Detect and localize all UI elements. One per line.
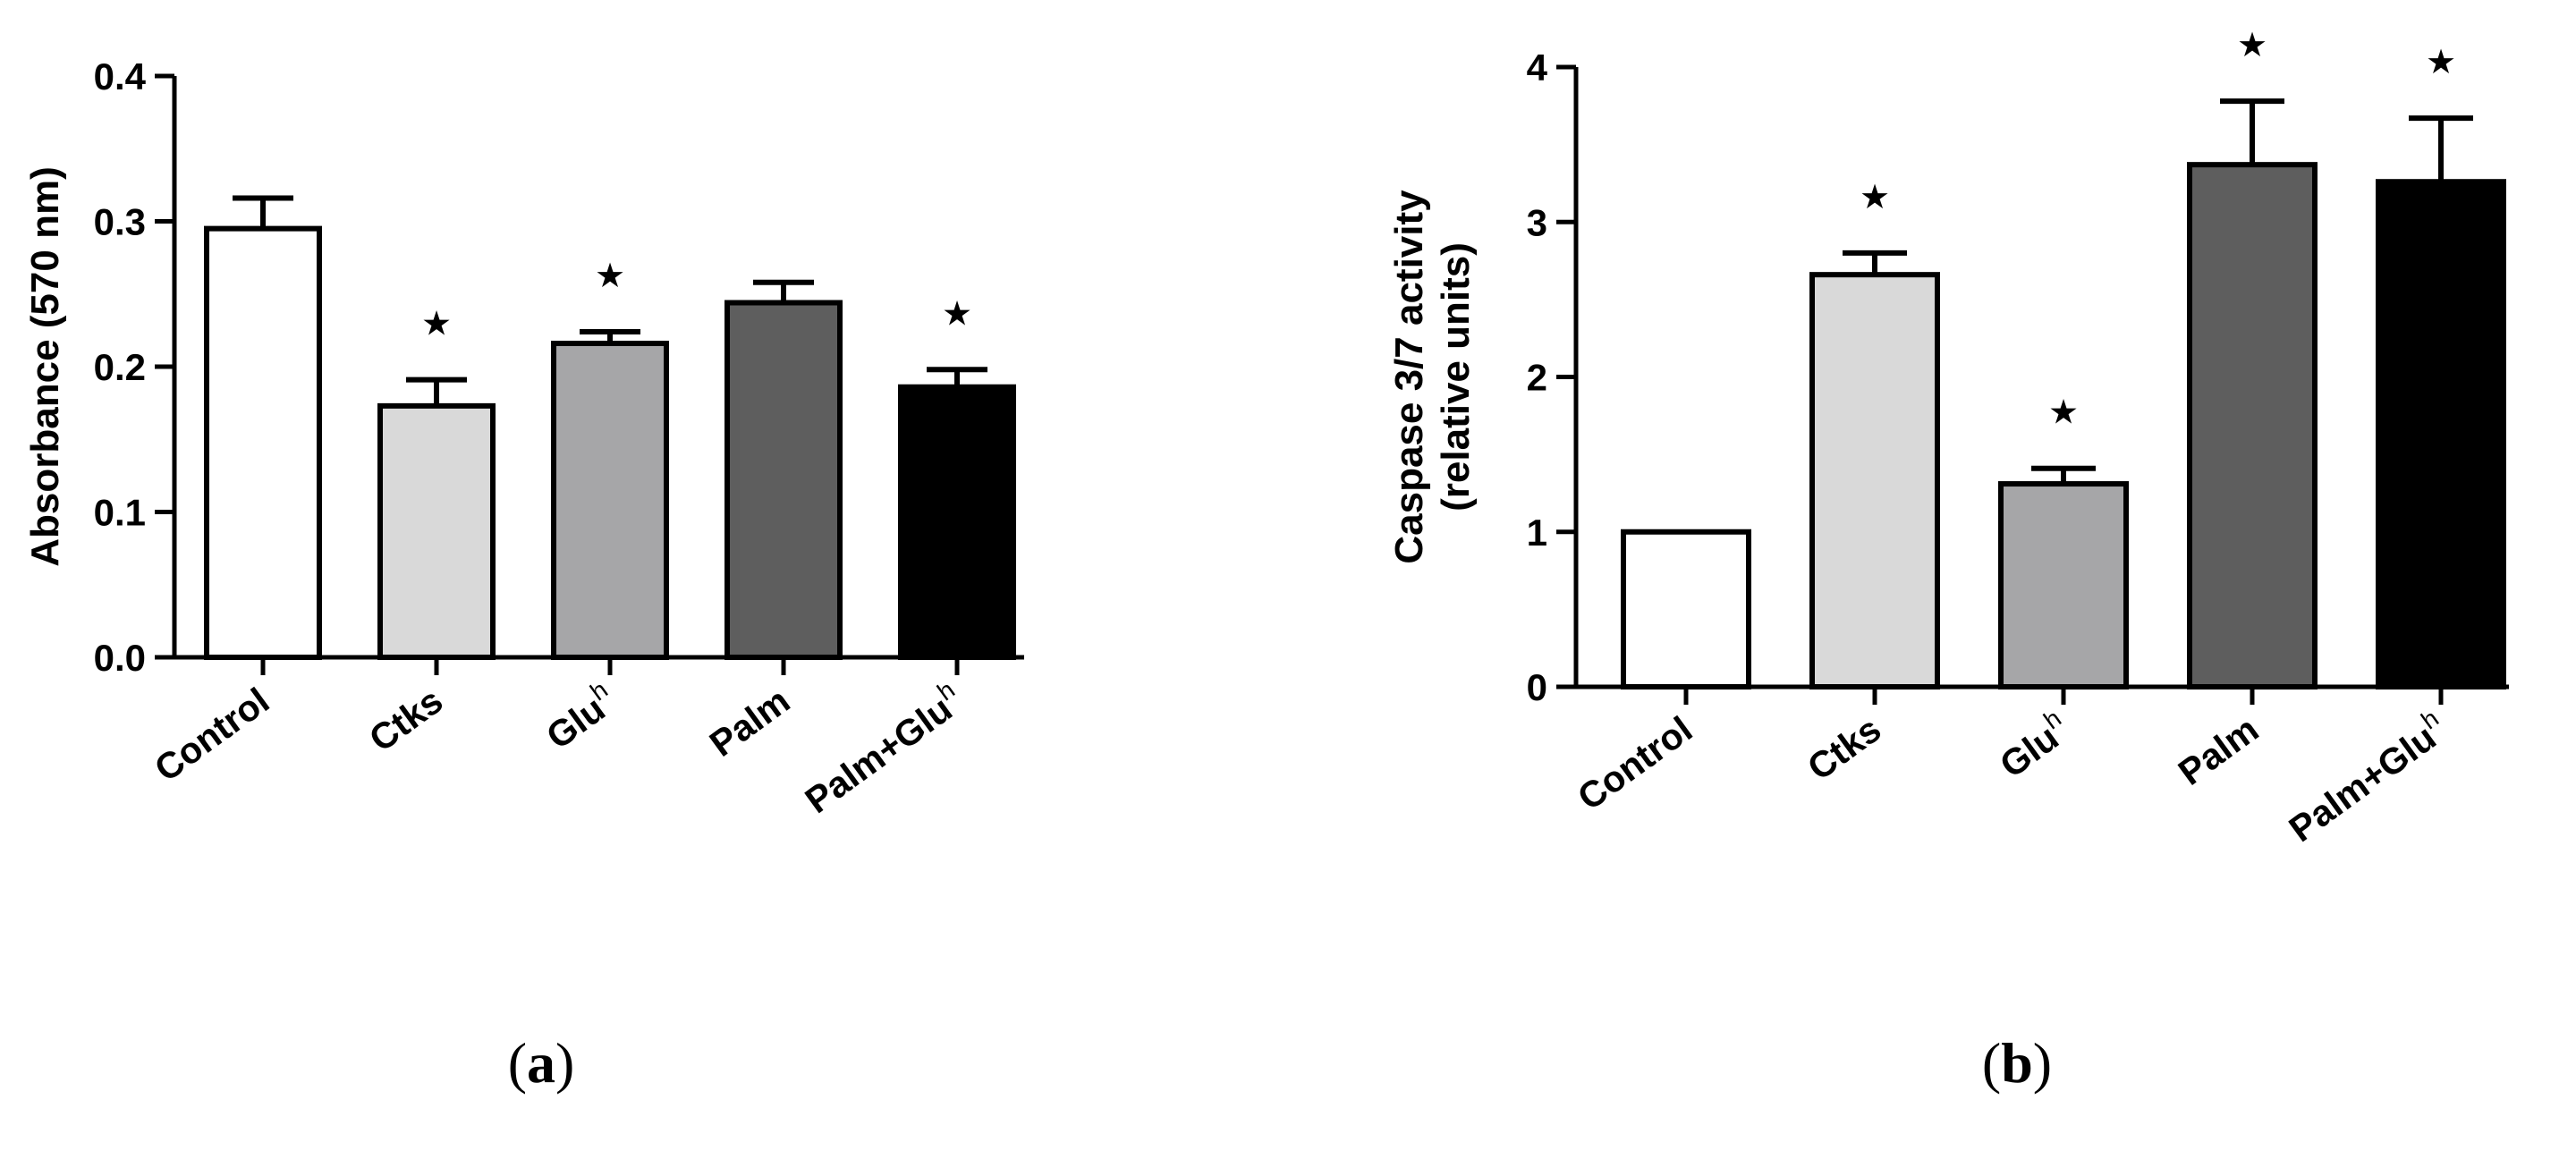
chart-b-significance-marker: ★ <box>1860 177 1890 216</box>
chart-a-y-tick-label: 0.4 <box>94 55 147 97</box>
chart-a-category-label: Palm+Gluh <box>794 675 970 821</box>
chart-a-category-label: Palm <box>702 680 797 765</box>
chart-b-category-label: Palm <box>2171 708 2266 793</box>
chart-b-bar-0 <box>1621 529 1751 689</box>
chart-a-y-tick-label: 0.0 <box>94 637 146 679</box>
chart-a-significance-marker: ★ <box>421 304 452 343</box>
chart-b-bar-3 <box>2187 162 2318 689</box>
chart-b-y-axis-title-line: Caspase 3/7 activity <box>1387 190 1431 564</box>
chart-a-significance-marker: ★ <box>942 293 972 333</box>
chart-a-bar-2 <box>551 341 669 660</box>
chart-a-bar-3 <box>724 300 843 660</box>
chart-b-significance-marker: ★ <box>2426 42 2456 81</box>
chart-a-bar-4 <box>898 384 1016 660</box>
chart-a: 0.0 0.1 0.2 0.3 0.4 Absorbance (570 nm) Contro… <box>23 55 1024 821</box>
chart-a-bar-1 <box>377 402 496 660</box>
chart-b-y-tick-label: 3 <box>1527 201 1547 243</box>
panel-label-b: (b) <box>1982 1031 2052 1095</box>
chart-b-category-label: Palm+Gluh <box>2278 704 2454 850</box>
chart-b: 0 1 2 3 4 Caspase 3/7 activity (relative units… <box>1387 25 2509 850</box>
chart-a-bar-0 <box>204 225 322 660</box>
chart-a-y-axis-title: Absorbance (570 nm) <box>23 166 67 566</box>
chart-b-significance-marker: ★ <box>2237 25 2267 64</box>
chart-a-category-label: Ctks <box>361 680 450 759</box>
chart-a-category-label: Gluh <box>536 675 623 757</box>
chart-b-y-tick-label: 1 <box>1527 512 1547 554</box>
chart-a-significance-marker: ★ <box>595 256 625 295</box>
chart-b-y-tick-label: 4 <box>1527 47 1548 89</box>
chart-a-y-tick-label: 0.3 <box>94 201 146 243</box>
chart-b-category-label: Control <box>1570 708 1699 818</box>
chart-b-significance-marker: ★ <box>2048 393 2079 432</box>
chart-a-category-label: Control <box>147 680 276 790</box>
chart-a-y-tick-label: 0.2 <box>94 346 146 388</box>
chart-a-y-tick-label: 0.1 <box>94 492 146 534</box>
chart-b-category-label: Ctks <box>1800 708 1888 788</box>
chart-b-bar-4 <box>2376 179 2506 689</box>
chart-b-bar-1 <box>1809 272 1940 689</box>
chart-b-bar-2 <box>1998 481 2129 689</box>
panel-label-a: (a) <box>508 1031 575 1095</box>
chart-b-y-axis-title-line: (relative units) <box>1434 242 1478 512</box>
chart-b-y-tick-label: 2 <box>1527 357 1547 399</box>
chart-b-category-label: Gluh <box>1989 704 2077 785</box>
chart-b-y-tick-label: 0 <box>1527 666 1547 708</box>
